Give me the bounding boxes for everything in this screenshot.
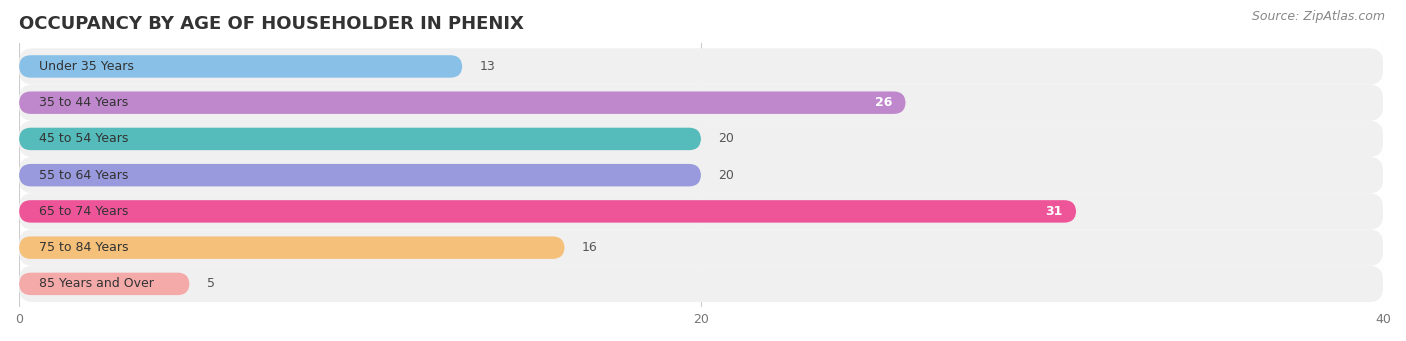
- Text: 16: 16: [582, 241, 598, 254]
- Text: 85 Years and Over: 85 Years and Over: [39, 277, 155, 291]
- FancyBboxPatch shape: [20, 229, 1384, 266]
- FancyBboxPatch shape: [20, 121, 1384, 157]
- Text: 65 to 74 Years: 65 to 74 Years: [39, 205, 129, 218]
- FancyBboxPatch shape: [20, 91, 905, 114]
- FancyBboxPatch shape: [20, 48, 1384, 85]
- Text: 20: 20: [718, 132, 734, 145]
- FancyBboxPatch shape: [20, 128, 702, 150]
- FancyBboxPatch shape: [20, 193, 1384, 229]
- Text: OCCUPANCY BY AGE OF HOUSEHOLDER IN PHENIX: OCCUPANCY BY AGE OF HOUSEHOLDER IN PHENI…: [20, 15, 524, 33]
- FancyBboxPatch shape: [20, 55, 463, 78]
- FancyBboxPatch shape: [20, 157, 1384, 193]
- Text: 20: 20: [718, 169, 734, 182]
- Text: Source: ZipAtlas.com: Source: ZipAtlas.com: [1251, 10, 1385, 23]
- Text: Under 35 Years: Under 35 Years: [39, 60, 135, 73]
- Text: 26: 26: [875, 96, 891, 109]
- FancyBboxPatch shape: [20, 266, 1384, 302]
- FancyBboxPatch shape: [20, 200, 1076, 223]
- FancyBboxPatch shape: [20, 85, 1384, 121]
- Text: 55 to 64 Years: 55 to 64 Years: [39, 169, 129, 182]
- Text: 35 to 44 Years: 35 to 44 Years: [39, 96, 129, 109]
- Text: 45 to 54 Years: 45 to 54 Years: [39, 132, 129, 145]
- Text: 5: 5: [207, 277, 215, 291]
- FancyBboxPatch shape: [20, 236, 565, 259]
- FancyBboxPatch shape: [20, 273, 190, 295]
- FancyBboxPatch shape: [20, 164, 702, 187]
- Text: 75 to 84 Years: 75 to 84 Years: [39, 241, 129, 254]
- Text: 13: 13: [479, 60, 495, 73]
- Text: 31: 31: [1045, 205, 1063, 218]
